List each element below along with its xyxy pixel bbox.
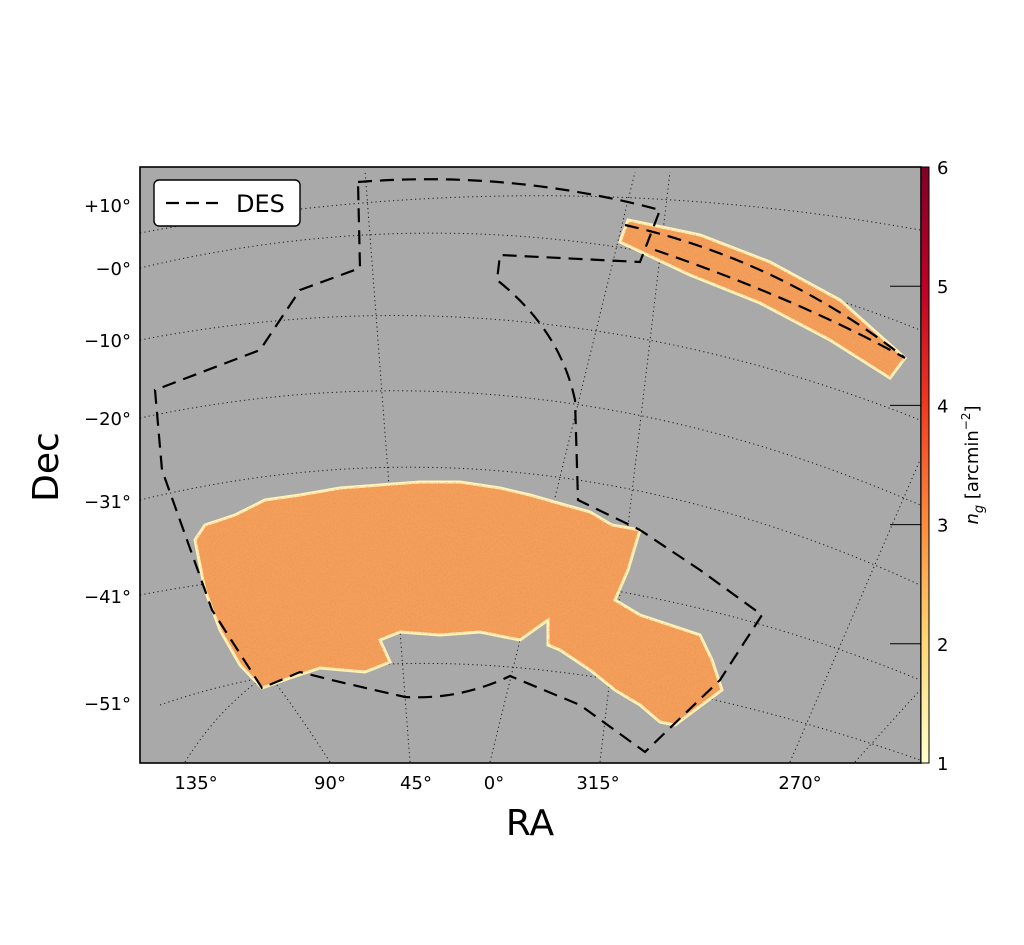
y-tick-label: +10° — [84, 196, 131, 217]
grid-dec-line — [159, 662, 921, 761]
colorbar-gradient — [920, 166, 930, 764]
colorbar-label-end: ] — [962, 405, 983, 412]
grid-ra-line — [789, 459, 921, 763]
grid-ra-line — [854, 689, 921, 763]
y-tick-label: −51° — [84, 694, 131, 715]
y-tick-label: −10° — [84, 331, 131, 352]
des-boundary-main — [153, 178, 764, 754]
des-boundary-stripe — [624, 223, 906, 359]
colorbar-label-sub: g — [972, 505, 987, 513]
x-tick-label: 45° — [400, 773, 432, 794]
y-tick-labels: +10° −0° −10° −20° −31° −41° −51° — [84, 196, 131, 715]
des-boundary — [153, 178, 906, 754]
x-tick-label: 0° — [484, 773, 504, 794]
colorbar-tick-label: 3 — [937, 516, 948, 537]
y-tick-label: −41° — [84, 587, 131, 608]
colorbar-tick-label: 5 — [937, 277, 948, 298]
grid-dec-line — [140, 315, 921, 421]
x-tick-label: 90° — [314, 773, 346, 794]
legend-label-des: DES — [236, 190, 285, 218]
y-tick-label: −20° — [84, 409, 131, 430]
colorbar-tick-label: 4 — [937, 396, 948, 417]
x-tick-label: 270° — [778, 773, 821, 794]
colorbar-label: ng [arcmin−2] — [959, 405, 987, 524]
x-tick-label: 135° — [174, 773, 217, 794]
x-tick-label: 315° — [576, 773, 619, 794]
y-axis-label: Dec — [26, 432, 67, 502]
colorbar-ticks: 1 2 3 4 5 6 — [890, 158, 948, 775]
grid-dec-line — [140, 390, 921, 506]
y-tick-label: −0° — [95, 259, 131, 280]
colorbar-label-sup: −2 — [959, 413, 973, 431]
y-tick-label: −31° — [84, 492, 131, 513]
colorbar-label-rest: [arcmin — [962, 430, 983, 505]
colorbar-tick-label: 2 — [937, 635, 948, 656]
grid-ra-line — [489, 171, 636, 763]
colorbar: 1 2 3 4 5 6 ng [arcmin−2] — [890, 158, 987, 775]
grid-dec-line — [140, 195, 921, 234]
colorbar-tick-label: 6 — [937, 158, 948, 179]
x-tick-labels: 135° 90° 45° 0° 315° 270° — [174, 773, 821, 794]
legend: DES — [153, 179, 301, 227]
colorbar-label-main: n — [962, 513, 983, 524]
colorbar-tick-label: 1 — [937, 754, 948, 775]
x-axis-label: RA — [506, 803, 555, 844]
legend-box — [153, 179, 301, 227]
